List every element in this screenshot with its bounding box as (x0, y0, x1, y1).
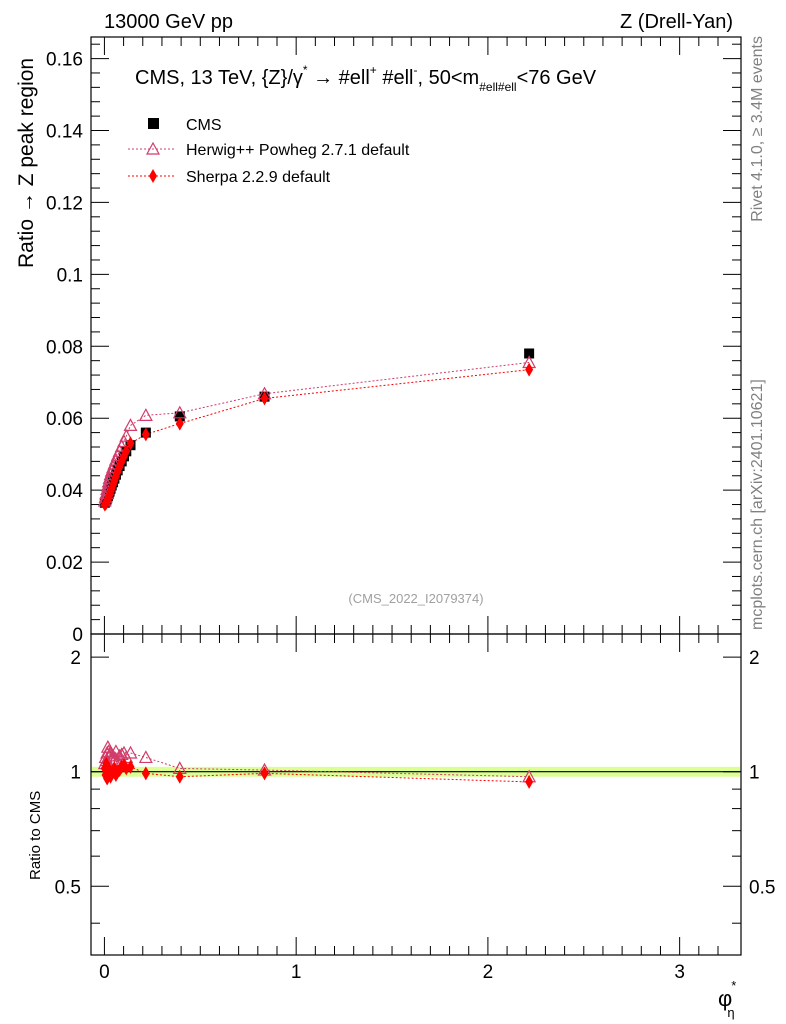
analysis-watermark: (CMS_2022_I2079374) (348, 591, 483, 606)
x-tick-label: 2 (483, 962, 494, 983)
ratio-point-herwig (103, 745, 118, 759)
ratio-point-herwig (112, 748, 127, 762)
ratio-point-herwig (138, 750, 153, 764)
x-axis-title: φ* η (718, 978, 736, 1020)
ratio-point-sherpa (525, 774, 534, 789)
ratio-tick-label-right: 2 (749, 648, 760, 669)
legend-marker-sherpa (149, 169, 157, 183)
y-tick-label: 0.02 (46, 553, 83, 574)
ratio-point-sherpa (126, 759, 135, 774)
ratio-frame (90, 633, 742, 956)
y-tick-label: 0.04 (46, 481, 83, 502)
mcplots-label: mcplots.cern.ch [arXiv:2401.10621] (749, 379, 766, 630)
ratio-point-herwig (101, 744, 116, 758)
ratio-point-sherpa (122, 761, 131, 776)
ratio-tick-label-left: 2 (70, 648, 81, 669)
ratio-tick-label-left: 0.5 (55, 877, 81, 898)
data-point-herwig (119, 428, 134, 442)
ratio-point-sherpa (175, 769, 184, 784)
ratio-tick-label-right: 0.5 (749, 877, 775, 898)
legend-label-cms: CMS (186, 117, 222, 134)
series-line-sherpa (104, 369, 530, 505)
data-point-sherpa (260, 391, 269, 406)
data-point-sherpa (126, 436, 135, 451)
y-tick-label: 0.1 (57, 265, 83, 286)
chart-title: CMS, 13 TeV, {Z}/γ* → #ell+ #ell-, 50<m#… (135, 63, 597, 94)
header-left: 13000 GeV pp (104, 11, 233, 33)
y-tick-label: 0.08 (46, 337, 83, 358)
data-point-sherpa (525, 362, 534, 377)
ratio-point-herwig (123, 745, 138, 759)
ratio-tick-label-right: 1 (749, 763, 760, 784)
ratio-point-sherpa (141, 766, 150, 781)
y-tick-label: 0 (72, 625, 83, 646)
ratio-axis-ticks: 0 1 2 3 0.5 0.5 1 1 2 2 (55, 634, 775, 983)
ratio-axis-title: Ratio to CMS (27, 791, 44, 880)
data-point-herwig (123, 418, 138, 432)
series-line-herwig (104, 361, 530, 502)
x-tick-label: 0 (99, 962, 110, 983)
data-point-cms (524, 348, 535, 359)
data-point-herwig (138, 408, 153, 421)
legend-label-sherpa: Sherpa 2.2.9 default (186, 169, 331, 186)
legend-marker-herwig (145, 141, 161, 155)
data-point-cms (174, 411, 185, 422)
ratio-point-sherpa (260, 766, 269, 781)
data-point-sherpa (122, 444, 131, 459)
y-axis-title: Ratio → Z peak region (15, 58, 38, 268)
legend-marker-cms (148, 118, 159, 129)
rivet-label: Rivet 4.1.0, ≥ 3.4M events (749, 36, 766, 222)
y-tick-label: 0.12 (46, 193, 83, 214)
x-tick-label: 1 (291, 962, 302, 983)
legend: CMS Herwig++ Powheg 2.7.1 default Sherpa… (128, 117, 410, 186)
data-point-sherpa (141, 427, 150, 442)
y-tick-label: 0.14 (46, 122, 83, 143)
ratio-series-group (97, 739, 537, 789)
header-right: Z (Drell-Yan) (620, 11, 733, 33)
data-point-sherpa (175, 416, 184, 431)
x-tick-label: 3 (674, 962, 685, 983)
main-axis-ticks: 0 0.02 0.04 0.06 0.08 0.1 0.12 0.14 0.16 (46, 37, 741, 646)
main-series-group (97, 348, 537, 512)
ratio-tick-label-left: 1 (70, 763, 81, 784)
y-tick-label: 0.06 (46, 409, 83, 430)
legend-label-herwig: Herwig++ Powheg 2.7.1 default (186, 142, 410, 159)
y-tick-label: 0.16 (46, 50, 83, 71)
